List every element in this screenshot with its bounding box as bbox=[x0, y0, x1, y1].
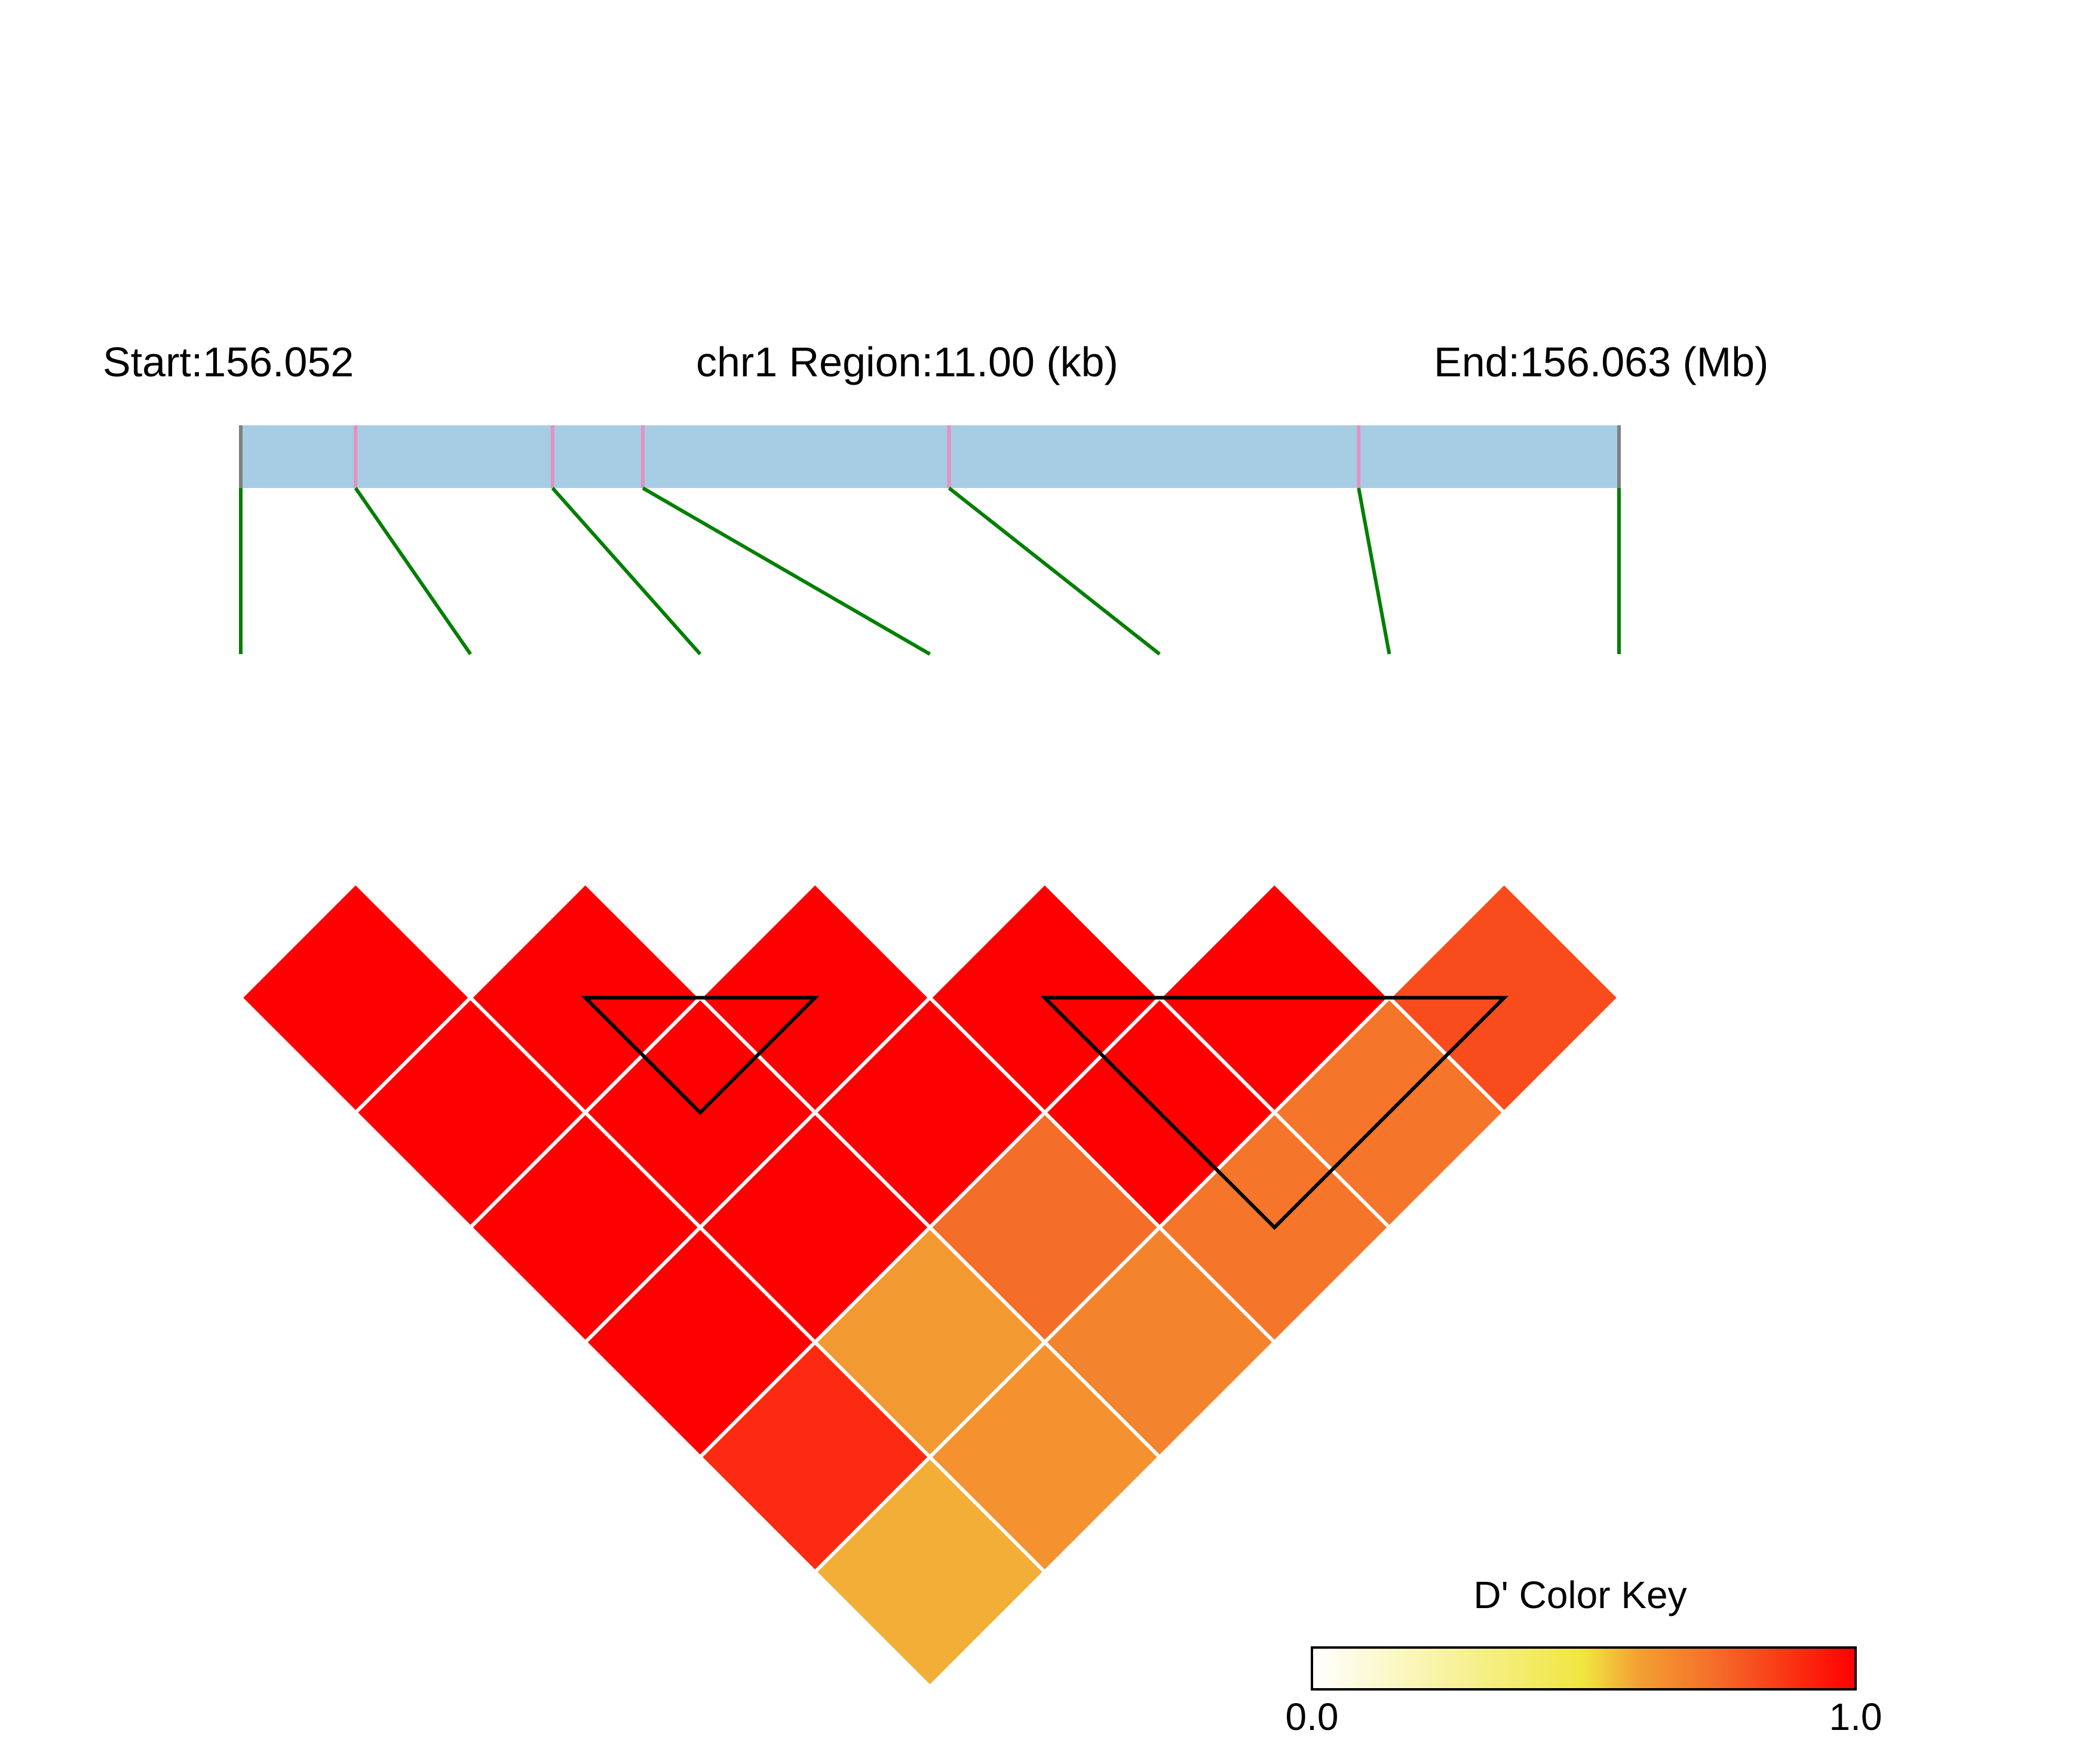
region-start-label: Start:156.052 bbox=[103, 339, 354, 385]
snp-connector-line bbox=[642, 486, 931, 656]
haplotype-block-outline bbox=[581, 996, 820, 1115]
color-key-title: D' Color Key bbox=[1473, 1573, 1687, 1616]
snp-connector-line bbox=[551, 487, 702, 655]
haplotype-block-outline bbox=[1040, 996, 1508, 1230]
snp-ticks bbox=[354, 425, 1361, 488]
snp-connector-lines bbox=[239, 486, 1621, 656]
ld-cell bbox=[812, 1455, 1047, 1689]
color-key-max-label: 1.0 bbox=[1829, 1695, 1882, 1738]
haplotype-block-outlines bbox=[581, 996, 1508, 1230]
ld-heatmap-cells bbox=[238, 880, 1622, 1689]
region-bar bbox=[241, 425, 1619, 488]
color-key-min-label: 0.0 bbox=[1286, 1695, 1339, 1738]
snp-connector-line bbox=[1357, 487, 1391, 655]
snp-connector-line bbox=[948, 486, 1161, 656]
snp-connector-line bbox=[354, 487, 472, 655]
color-key-gradient-bar bbox=[1311, 1646, 1857, 1691]
region-center-label: chr1 Region:11.00 (kb) bbox=[696, 339, 1118, 385]
region-end-label: End:156.063 (Mb) bbox=[1434, 339, 1768, 385]
